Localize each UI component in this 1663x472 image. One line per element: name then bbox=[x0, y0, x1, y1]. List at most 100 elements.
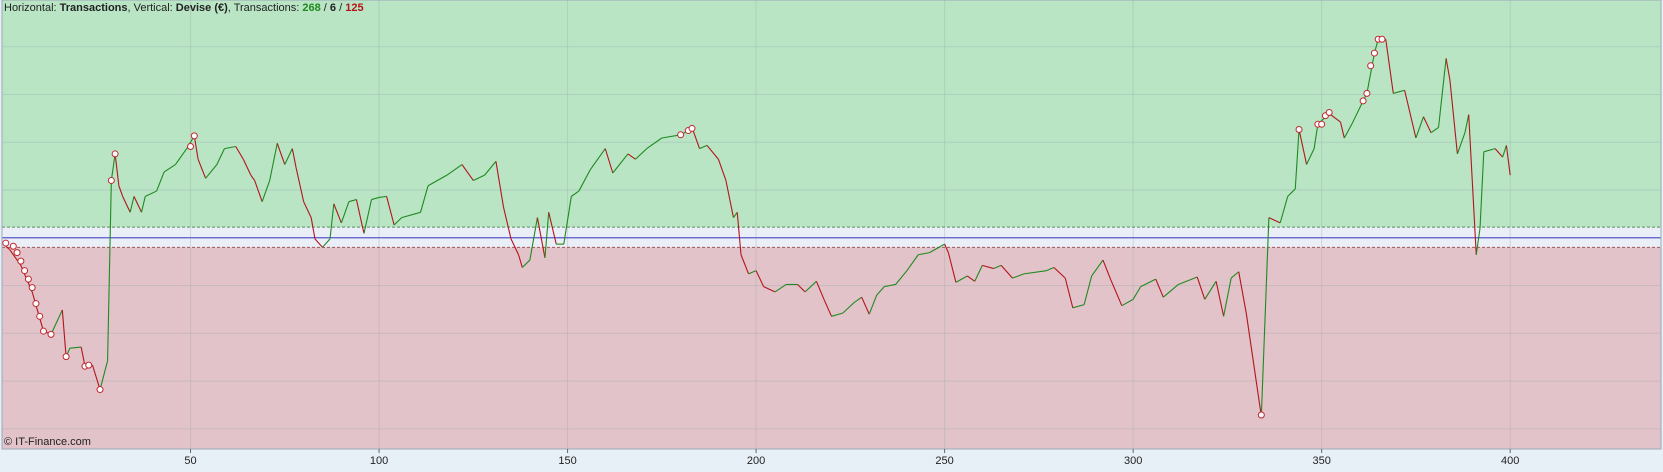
line-segment bbox=[1046, 266, 1055, 272]
line-segment bbox=[955, 275, 968, 283]
line-segment bbox=[1140, 278, 1157, 288]
line-segment bbox=[706, 145, 719, 160]
line-segment bbox=[495, 161, 505, 208]
line-segment bbox=[224, 145, 236, 150]
line-segment bbox=[876, 286, 885, 296]
line-segment bbox=[473, 174, 485, 181]
line-segment bbox=[269, 143, 278, 181]
line-segment bbox=[295, 167, 305, 202]
line-segment bbox=[1351, 100, 1364, 125]
line-segment bbox=[1294, 129, 1300, 189]
line-segment bbox=[107, 180, 112, 361]
x-tick-label: 300 bbox=[1124, 455, 1142, 467]
transaction-marker bbox=[1318, 120, 1326, 128]
line-segment bbox=[1012, 273, 1024, 279]
line-segment bbox=[118, 185, 124, 197]
line-segment bbox=[736, 212, 742, 255]
line-segment bbox=[140, 196, 146, 213]
x-tick-label: 400 bbox=[1501, 455, 1519, 467]
line-segment bbox=[884, 283, 896, 288]
x-tick-label: 150 bbox=[558, 455, 576, 467]
line-segment bbox=[216, 148, 225, 165]
line-segment bbox=[861, 296, 870, 315]
line-segment bbox=[254, 180, 263, 202]
line-segment bbox=[1072, 304, 1085, 309]
transaction-marker bbox=[13, 249, 21, 257]
line-segment bbox=[484, 160, 497, 176]
line-segment bbox=[419, 185, 429, 213]
header-neutral: 6 bbox=[330, 2, 336, 14]
line-segment bbox=[918, 252, 930, 256]
line-segment bbox=[1343, 123, 1353, 139]
line-segment bbox=[748, 270, 757, 275]
transaction-marker bbox=[2, 239, 10, 247]
line-segment bbox=[50, 309, 63, 335]
line-segment bbox=[69, 346, 82, 349]
line-segment bbox=[804, 280, 817, 293]
line-segment bbox=[310, 217, 316, 239]
transaction-marker bbox=[9, 242, 17, 250]
line-segment bbox=[1053, 267, 1066, 279]
line-segment bbox=[571, 190, 580, 197]
line-segment bbox=[333, 203, 342, 224]
line-segment bbox=[1366, 52, 1375, 94]
line-segment bbox=[797, 284, 806, 293]
transaction-marker bbox=[96, 386, 104, 394]
line-segment bbox=[129, 196, 135, 213]
transaction-marker bbox=[17, 257, 25, 265]
line-segment bbox=[1445, 58, 1451, 80]
line-segment bbox=[340, 201, 350, 224]
line-segment bbox=[205, 164, 218, 179]
line-segment bbox=[895, 270, 908, 285]
line-segment bbox=[371, 196, 380, 201]
line-segment bbox=[563, 196, 572, 245]
header-text: / bbox=[321, 2, 330, 14]
line-segment bbox=[1385, 39, 1394, 94]
transaction-marker bbox=[24, 275, 32, 283]
line-segment bbox=[1483, 148, 1496, 153]
x-tick-label: 250 bbox=[935, 455, 953, 467]
transaction-marker bbox=[190, 132, 198, 140]
line-segment bbox=[529, 217, 538, 261]
line-segment bbox=[1502, 145, 1507, 158]
line-segment bbox=[929, 245, 942, 254]
line-segment bbox=[536, 217, 546, 259]
line-segment bbox=[122, 196, 131, 213]
line-segment bbox=[174, 148, 188, 165]
line-segment bbox=[1155, 278, 1164, 298]
header-text: Transactions bbox=[60, 2, 128, 14]
line-segment bbox=[853, 296, 862, 303]
header-text: Horizontal: bbox=[4, 2, 60, 14]
line-segment bbox=[1162, 284, 1179, 298]
line-segment bbox=[163, 164, 176, 173]
line-segment bbox=[1449, 79, 1458, 154]
line-segment bbox=[1204, 280, 1217, 300]
line-segment bbox=[604, 148, 614, 174]
line-segment bbox=[740, 254, 750, 275]
line-segment bbox=[193, 135, 199, 160]
line-segment bbox=[1393, 89, 1405, 94]
line-segment bbox=[646, 137, 663, 150]
line-segment bbox=[235, 146, 244, 160]
transaction-marker bbox=[28, 284, 36, 292]
line-segment bbox=[1339, 121, 1345, 139]
line-segment bbox=[1230, 271, 1240, 279]
transaction-marker bbox=[111, 150, 119, 158]
line-segment bbox=[1091, 259, 1104, 277]
transaction-marker bbox=[1370, 49, 1378, 57]
line-segment bbox=[823, 299, 833, 317]
line-segment bbox=[393, 217, 403, 226]
line-segment bbox=[156, 171, 165, 192]
transaction-marker bbox=[32, 300, 40, 308]
transaction-marker bbox=[47, 330, 55, 338]
line-segment bbox=[906, 254, 919, 271]
line-segment bbox=[635, 148, 648, 160]
line-segment bbox=[401, 211, 421, 219]
transaction-marker bbox=[187, 142, 195, 150]
transaction-marker bbox=[677, 131, 685, 139]
transaction-marker bbox=[1363, 89, 1371, 97]
transaction-marker bbox=[36, 312, 44, 320]
line-segment bbox=[589, 148, 606, 171]
line-segment bbox=[831, 312, 843, 317]
